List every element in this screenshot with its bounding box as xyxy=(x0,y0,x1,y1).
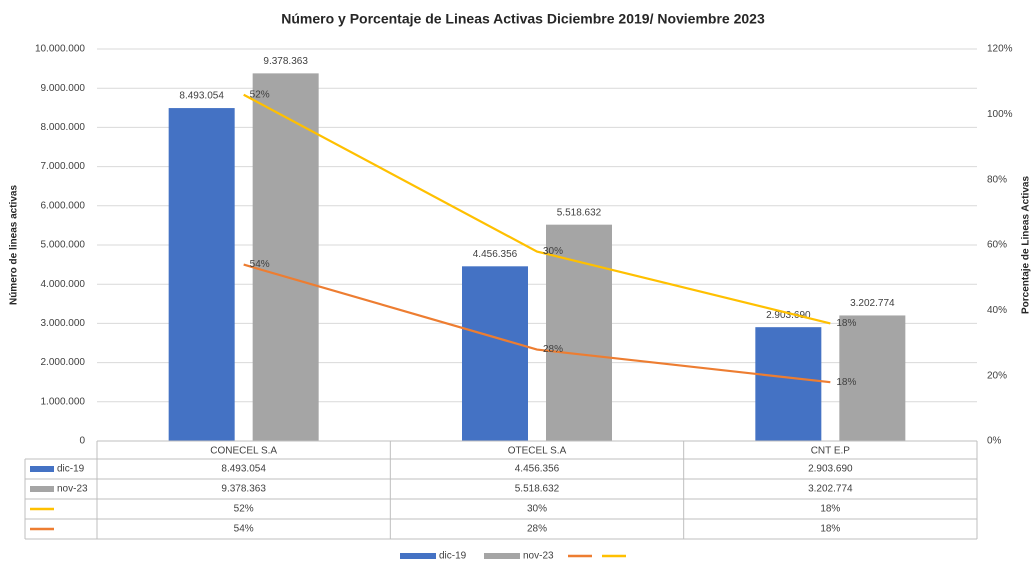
y-tick-label: 5.000.000 xyxy=(41,240,86,251)
table-cell: 4.456.356 xyxy=(515,464,560,475)
table-cell: 54% xyxy=(234,524,254,535)
data-label: 4.456.356 xyxy=(473,249,518,260)
data-label: 30% xyxy=(543,246,563,257)
data-label: 54% xyxy=(250,259,270,270)
y2-tick-label: 60% xyxy=(987,240,1007,251)
y2-axis-title: Porcentaje de Lineas Activas xyxy=(1021,176,1032,314)
data-label: 8.493.054 xyxy=(179,91,224,102)
table-series-name: dic-19 xyxy=(57,464,85,475)
y2-tick-label: 100% xyxy=(987,109,1013,120)
legend-swatch xyxy=(484,553,520,559)
table-cell: 30% xyxy=(527,504,547,515)
x-tick-label: OTECEL S.A xyxy=(508,446,567,457)
y-tick-label: 6.000.000 xyxy=(41,200,86,211)
y-tick-label: 4.000.000 xyxy=(41,279,86,290)
y2-tick-label: 20% xyxy=(987,370,1007,381)
legend-label: dic-19 xyxy=(439,551,467,561)
table-cell: 18% xyxy=(820,504,840,515)
y-tick-label: 7.000.000 xyxy=(41,161,86,172)
data-label: 18% xyxy=(836,377,856,388)
bar xyxy=(839,315,906,441)
bar xyxy=(755,327,822,441)
table-cell: 8.493.054 xyxy=(221,464,266,475)
y-tick-label: 10.000.000 xyxy=(35,44,85,55)
y2-tick-label: 0% xyxy=(987,436,1002,447)
y-tick-label: 3.000.000 xyxy=(41,318,86,329)
table-cell: 9.378.363 xyxy=(221,484,266,495)
data-label: 28% xyxy=(543,344,563,355)
chart-title: Número y Porcentaje de Lineas Activas Di… xyxy=(281,11,765,27)
bar xyxy=(252,73,319,442)
table-cell: 18% xyxy=(820,524,840,535)
y-axis-title: Número de lineas activas xyxy=(9,185,20,305)
table-cell: 52% xyxy=(234,504,254,515)
data-label: 3.202.774 xyxy=(850,298,895,309)
legend-swatch xyxy=(30,486,54,492)
line xyxy=(243,263,831,384)
y2-tick-label: 120% xyxy=(987,44,1013,55)
y-tick-label: 1.000.000 xyxy=(41,396,86,407)
x-tick-label: CNT E.P xyxy=(811,446,851,457)
line xyxy=(243,93,831,325)
y2-tick-label: 40% xyxy=(987,305,1007,316)
data-label: 5.518.632 xyxy=(557,207,602,218)
table-series-name: nov-23 xyxy=(57,484,88,495)
legend-swatch xyxy=(30,466,54,472)
y2-tick-label: 80% xyxy=(987,174,1007,185)
bar xyxy=(462,266,528,441)
table-cell: 3.202.774 xyxy=(808,484,853,495)
data-label: 52% xyxy=(250,89,270,100)
y-tick-label: 8.000.000 xyxy=(41,122,86,133)
data-label: 18% xyxy=(836,318,856,329)
table-cell: 5.518.632 xyxy=(515,484,560,495)
data-label: 9.378.363 xyxy=(263,56,308,67)
y-tick-label: 2.000.000 xyxy=(41,357,86,368)
table-cell: 28% xyxy=(527,524,547,535)
legend-swatch xyxy=(400,553,436,559)
x-tick-label: CONECEL S.A xyxy=(210,446,277,457)
bar xyxy=(168,108,235,442)
y-tick-label: 0 xyxy=(79,436,85,447)
data-label: 2.903.690 xyxy=(766,310,811,321)
legend-label: nov-23 xyxy=(523,551,554,561)
table-cell: 2.903.690 xyxy=(808,464,853,475)
y-tick-label: 9.000.000 xyxy=(41,83,86,94)
